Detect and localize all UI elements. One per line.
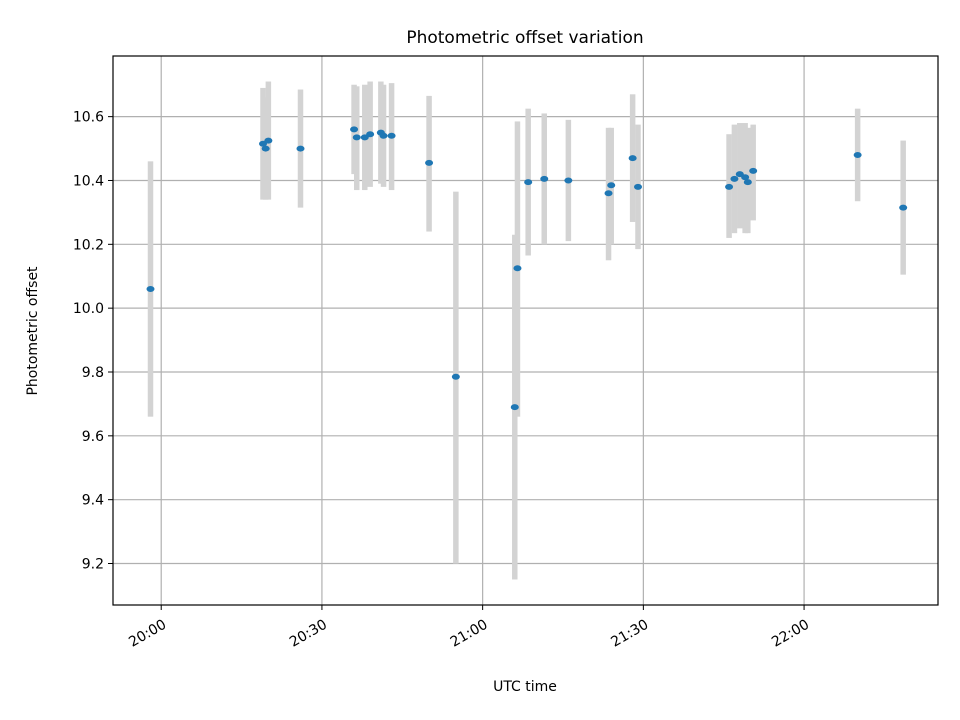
data-point: [730, 175, 739, 182]
data-point: [604, 190, 613, 197]
data-point: [387, 132, 396, 139]
data-point: [146, 286, 155, 293]
plot-frame: [112, 55, 939, 606]
y-tick-label: 10.4: [73, 173, 104, 189]
y-axis-label: Photometric offset: [25, 266, 41, 396]
data-point: [296, 145, 305, 152]
data-point: [379, 132, 388, 139]
data-point: [451, 373, 460, 380]
data-point: [366, 131, 375, 138]
data-point: [743, 179, 752, 186]
data-point: [749, 167, 758, 174]
data-point: [350, 126, 359, 133]
data-point: [540, 175, 549, 182]
data-point: [425, 159, 434, 166]
data-points: [146, 126, 908, 411]
y-tick-label: 9.4: [82, 493, 104, 509]
data-point: [853, 151, 862, 158]
y-tick-label: 9.8: [82, 365, 104, 381]
data-point: [513, 265, 522, 272]
data-point: [628, 155, 637, 162]
y-tick-label: 9.6: [82, 429, 104, 445]
data-point: [634, 183, 642, 190]
data-point: [360, 134, 369, 141]
data-point: [564, 177, 573, 184]
data-point: [261, 145, 270, 152]
data-point: [741, 174, 750, 181]
data-point: [524, 179, 533, 186]
y-tick-label: 9.2: [82, 557, 104, 573]
y-tick-label: 10.0: [73, 301, 104, 317]
data-point: [735, 171, 744, 178]
y-tick-label: 10.2: [73, 237, 104, 253]
y-axis-ticks: 9.2 9.4 9.6 9.8 10.0 10.2 10.4 10.6: [73, 110, 113, 573]
data-point: [259, 140, 267, 147]
y-tick-label: 10.6: [73, 110, 104, 126]
data-point: [607, 182, 616, 189]
x-axis-label: UTC time: [493, 679, 557, 695]
data-point: [899, 204, 908, 211]
chart-title: Photometric offset variation: [406, 28, 643, 48]
data-point: [510, 404, 519, 411]
data-point: [725, 183, 734, 190]
data-point: [352, 134, 361, 141]
data-point: [264, 137, 273, 144]
